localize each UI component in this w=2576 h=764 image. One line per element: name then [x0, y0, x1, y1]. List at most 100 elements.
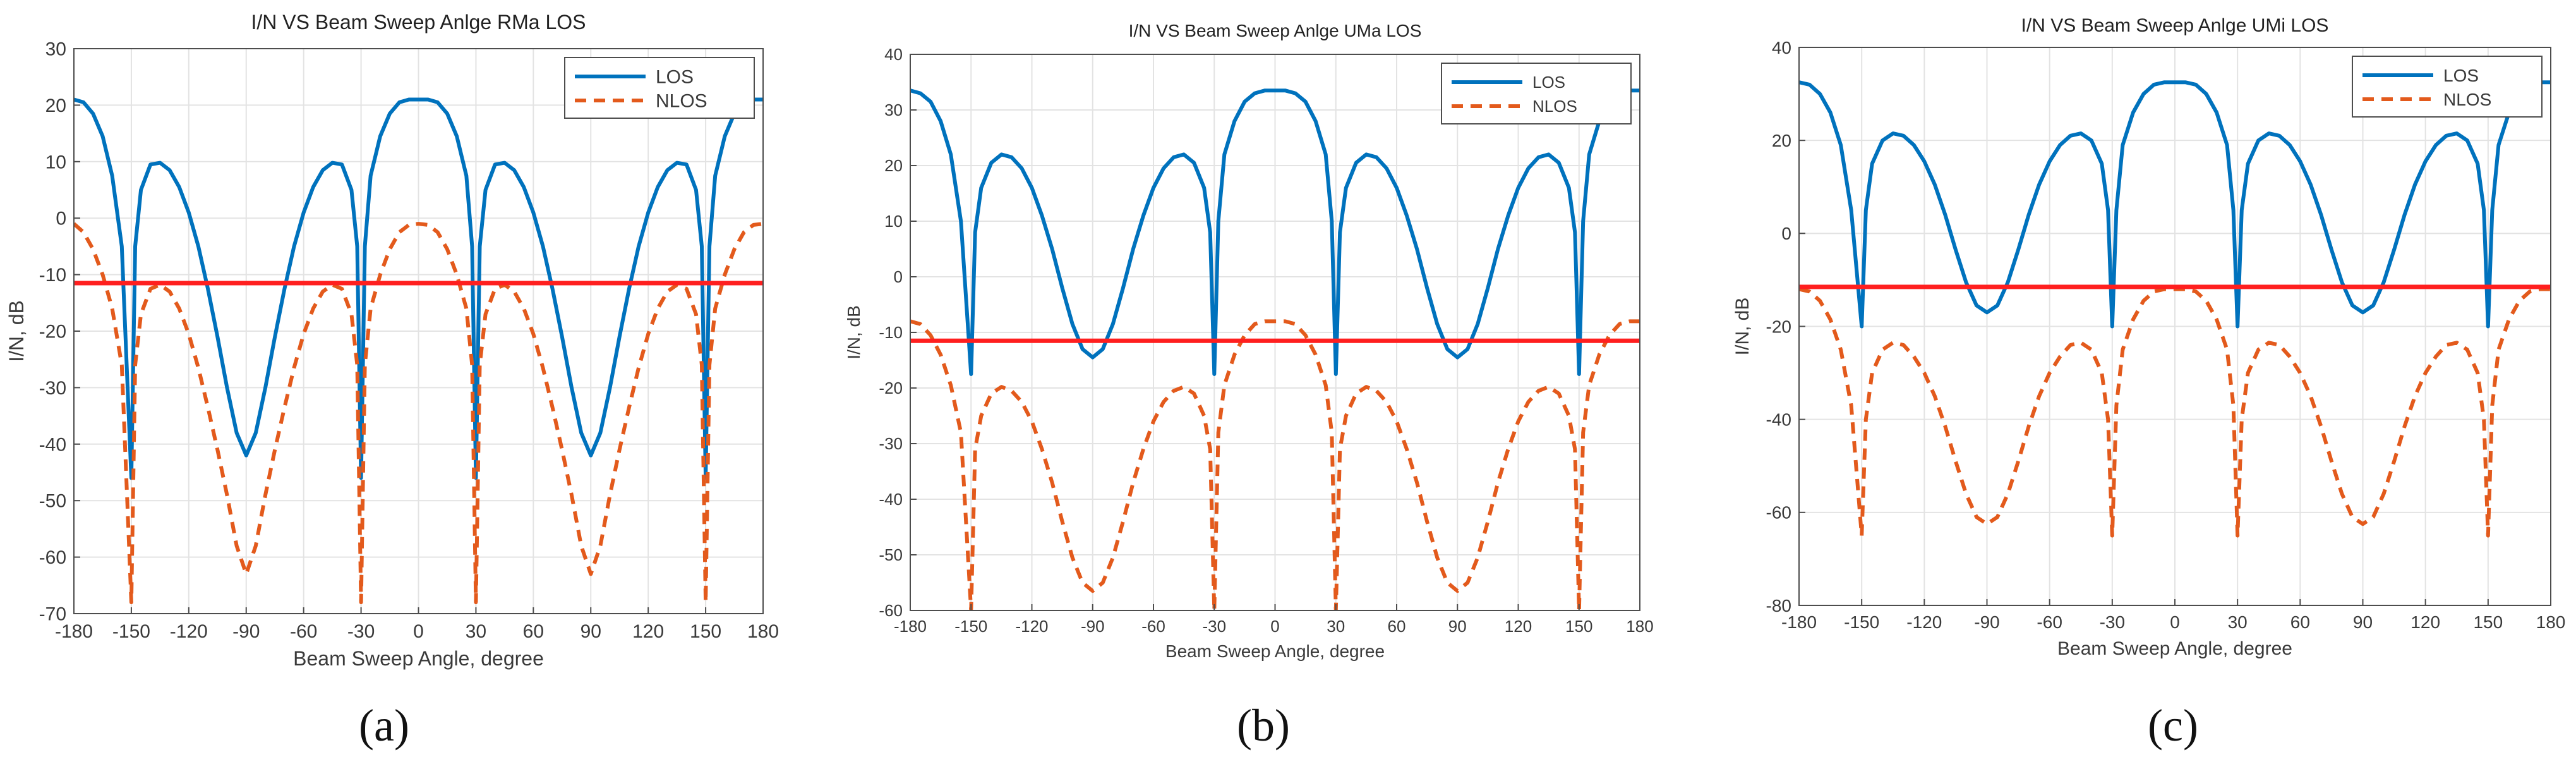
legend-label-los: LOS — [1532, 73, 1565, 92]
y-tick-label: 0 — [56, 209, 66, 229]
x-tick-label: 180 — [747, 621, 779, 642]
legend-box — [2352, 56, 2543, 118]
y-tick-label: -10 — [39, 265, 66, 286]
y-tick-label: 40 — [884, 45, 903, 64]
x-tick-label: 60 — [1388, 617, 1406, 636]
y-tick-label: -20 — [879, 379, 903, 397]
x-tick-label: -30 — [2100, 612, 2125, 632]
x-tick-label: -90 — [1974, 612, 1999, 632]
caption-b: (b) — [1237, 700, 1290, 751]
x-tick-label: -150 — [954, 617, 987, 636]
y-tick-label: 20 — [1772, 131, 1791, 150]
x-tick-label: 90 — [2353, 612, 2373, 632]
series-line-nlos — [910, 319, 1640, 610]
series-line-nlos — [74, 222, 763, 605]
plot-series-group — [74, 97, 763, 605]
y-tick-label: 10 — [884, 212, 903, 231]
x-tick-label: -150 — [1844, 612, 1879, 632]
y-tick-label: -40 — [39, 434, 66, 455]
x-tick-label: 150 — [690, 621, 721, 642]
y-tick-label: -20 — [1766, 317, 1791, 336]
x-tick-label: 120 — [1505, 617, 1532, 636]
legend-box — [564, 57, 755, 119]
chart-title: I/N VS Beam Sweep Anlge UMa LOS — [1129, 21, 1422, 40]
y-tick-label: -20 — [39, 322, 66, 343]
x-tick-label: -60 — [2037, 612, 2062, 632]
y-tick-label: -60 — [39, 547, 66, 568]
x-tick-label: -90 — [232, 621, 260, 642]
x-tick-label: 180 — [2536, 612, 2566, 632]
caption-c: (c) — [2148, 700, 2198, 751]
x-tick-label: 60 — [2290, 612, 2310, 632]
y-tick-label: -40 — [1766, 409, 1791, 429]
legend: LOS NLOS — [1441, 63, 1632, 124]
chart-panel-a: -180 -150 -120 -90 -60 -30 0 30 60 90 120 150 180 -70… — [5, 11, 779, 670]
y-tick-label: 0 — [1781, 224, 1791, 243]
x-tick-label: 0 — [413, 621, 424, 642]
y-tick-label: -10 — [879, 323, 903, 342]
legend-label-los: LOS — [2443, 66, 2479, 85]
x-tick-label: -60 — [290, 621, 317, 642]
y-tick-label: 20 — [45, 95, 66, 116]
series-line-los — [910, 88, 1640, 376]
x-tick-label: -150 — [112, 621, 150, 642]
y-tick-label: -80 — [1766, 596, 1791, 615]
y-tick-label: 30 — [45, 39, 66, 60]
x-tick-label: 180 — [1626, 617, 1653, 636]
legend-label-los: LOS — [656, 67, 694, 88]
x-tick-label: -120 — [1015, 617, 1048, 636]
x-tick-label: 30 — [1327, 617, 1345, 636]
y-tick-label: -70 — [39, 604, 66, 625]
y-axis-label: I/N, dB — [5, 300, 28, 362]
chart-panel-b: -180 -150 -120 -90 -60 -30 0 30 60 90 120 150 180 -60… — [844, 21, 1654, 661]
chart-title: I/N VS Beam Sweep Anlge RMa LOS — [251, 11, 586, 33]
y-tick-label: 40 — [1772, 38, 1791, 58]
x-tick-label: -60 — [1141, 617, 1165, 636]
legend-label-nlos: NLOS — [2443, 90, 2491, 109]
x-tick-label: 0 — [1270, 617, 1279, 636]
series-line-nlos — [1799, 287, 2551, 538]
x-tick-label: 120 — [2410, 612, 2440, 632]
x-tick-label: 30 — [2228, 612, 2248, 632]
series-line-los — [74, 97, 763, 480]
x-tick-label: 90 — [581, 621, 601, 642]
x-tick-label: -30 — [347, 621, 375, 642]
y-axis-label: I/N, dB — [1732, 298, 1753, 356]
x-tick-label: -180 — [894, 617, 927, 636]
x-tick-label: 30 — [466, 621, 486, 642]
y-tick-label: 0 — [894, 267, 903, 286]
legend-box — [1441, 63, 1632, 124]
x-tick-label: 120 — [632, 621, 664, 642]
x-tick-label: -30 — [1202, 617, 1226, 636]
x-tick-label: -90 — [1081, 617, 1105, 636]
x-tick-label: 0 — [2170, 612, 2180, 632]
x-tick-label: -180 — [55, 621, 93, 642]
legend: LOS NLOS — [564, 57, 755, 119]
chart-panel-c: -180 -150 -120 -90 -60 -30 0 30 60 90 120 150 180 -80… — [1732, 15, 2565, 659]
y-tick-label: -30 — [39, 378, 66, 399]
x-tick-label: -120 — [1906, 612, 1942, 632]
chart-title: I/N VS Beam Sweep Anlge UMi LOS — [2021, 15, 2329, 36]
x-tick-label: 150 — [1565, 617, 1592, 636]
y-tick-label: -40 — [879, 490, 903, 509]
legend: LOS NLOS — [2352, 56, 2543, 118]
y-tick-label: -50 — [39, 491, 66, 512]
y-tick-label: -30 — [879, 434, 903, 453]
x-axis-label: Beam Sweep Angle, degree — [1165, 641, 1385, 661]
x-axis-label: Beam Sweep Angle, degree — [2057, 638, 2292, 659]
y-tick-label: -60 — [1766, 503, 1791, 523]
plot-series-group — [1799, 80, 2551, 538]
x-tick-label: -180 — [1781, 612, 1817, 632]
y-tick-label: 30 — [884, 100, 903, 119]
x-tick-label: 90 — [1448, 617, 1467, 636]
x-axis-label: Beam Sweep Angle, degree — [293, 647, 544, 670]
series-line-los — [1799, 80, 2551, 329]
x-tick-label: 60 — [523, 621, 544, 642]
plot-series-group — [910, 88, 1640, 610]
x-tick-label: 150 — [2473, 612, 2503, 632]
legend-label-nlos: NLOS — [656, 91, 707, 112]
legend-label-nlos: NLOS — [1532, 97, 1577, 116]
y-tick-label: -50 — [879, 545, 903, 564]
y-tick-label: -60 — [879, 601, 903, 620]
